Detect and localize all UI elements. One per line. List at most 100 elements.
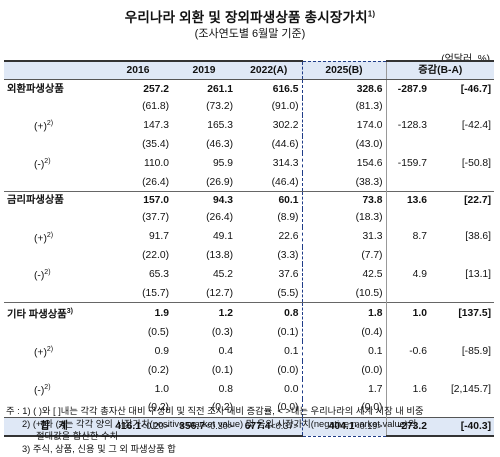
cell-col-1: (0.2)	[147, 402, 169, 414]
world-share: <0.20>	[140, 420, 169, 431]
world-share: <0.19>	[354, 421, 383, 432]
cell-col-3: 0.1	[284, 345, 299, 357]
cell-col-5: -0.6	[385, 341, 430, 362]
cell-col-2: (0.3)	[211, 326, 233, 338]
header-row: 2016 2019 2022(A) 2025(B) 증감(B-A)	[4, 60, 495, 81]
cell-col-3: (3.3)	[277, 250, 299, 262]
cell-col-1: (37.7)	[142, 212, 169, 224]
row-label	[4, 173, 104, 191]
cell-col-6	[430, 98, 494, 115]
cell-col-1: (35.4)	[142, 138, 169, 150]
table-row: (61.8) (73.2) (91.0) (81.3)	[4, 97, 494, 116]
cell-col-4: (0.0)	[301, 361, 387, 379]
cell-col-1: (0.2)	[147, 364, 169, 376]
cell-col-6: [137.5]	[430, 302, 495, 324]
cell-col-3: (0.0)	[277, 402, 299, 414]
row-label: 외환파생상품	[4, 79, 104, 98]
cell-col-5	[385, 361, 430, 379]
cell-col-4: (0.4)	[301, 323, 387, 342]
table-row: (22.0) (13.8) (3.3) (7.7)	[4, 247, 494, 265]
cell-col-6	[430, 136, 494, 153]
total-cell-col-3: 677.4<0.37>	[236, 416, 302, 438]
cell-col-4: (18.3)	[301, 209, 387, 227]
table-title: 우리나라 외환 및 장외파생상품 총시장가치1)	[124, 9, 376, 26]
cell-col-3: 37.6	[278, 269, 299, 281]
cell-col-1: 65.3	[148, 269, 169, 281]
cell-col-4: 174.0	[301, 115, 387, 136]
table-row: 기타 파생상품3) 1.9 1.2 0.8 1.8 1.0 [137.5]	[4, 302, 495, 324]
row-label: (-)2)	[34, 269, 51, 282]
table-row: (0.2) (0.2) (0.0) (0.0)	[4, 399, 494, 418]
cell-col-4: 154.6	[301, 152, 387, 174]
cell-col-1: (22.0)	[142, 250, 169, 262]
cell-col-2: 0.8	[218, 383, 233, 395]
table-row: (+)2) 91.7 49.1 22.6 31.3 8.7 [38.6]	[4, 226, 494, 247]
row-label	[4, 324, 104, 341]
total-cell-col-1: 416.1<0.20>	[104, 416, 172, 438]
row-label: (+)2)	[34, 346, 54, 359]
cell-col-2: 165.3	[207, 119, 233, 131]
cell-col-5: 13.6	[385, 190, 430, 210]
data-table: 2016 2019 2022(A) 2025(B) 증감(B-A) 외환파생상품…	[4, 60, 495, 438]
cell-col-1: (61.8)	[142, 100, 169, 112]
table-row: (35.4) (46.3) (44.6) (43.0)	[4, 135, 494, 153]
cell-col-3: 60.1	[236, 190, 302, 210]
table-row: (0.5) (0.3) (0.1) (0.4)	[4, 323, 494, 342]
cell-col-3: 22.6	[278, 231, 299, 243]
row-label	[4, 209, 104, 226]
cell-col-6	[430, 285, 494, 303]
cell-col-4: (7.7)	[301, 247, 387, 265]
cell-col-6	[430, 209, 494, 226]
cell-col-5	[385, 97, 430, 116]
cell-col-6: [22.7]	[430, 190, 495, 210]
cell-col-3: 616.5	[236, 79, 302, 98]
cell-col-3: (8.9)	[277, 212, 299, 224]
data-table-wrapper: 2016 2019 2022(A) 2025(B) 증감(B-A) 외환파생상품…	[0, 60, 500, 438]
cell-col-5: 1.6	[385, 378, 430, 400]
cell-col-6	[430, 324, 494, 341]
total-cell-col-6: [-40.3]	[430, 416, 495, 438]
footnote-2-cont: 절대값을 합산한 수치	[36, 431, 119, 441]
header-2022: 2022(A)	[236, 60, 302, 81]
cell-col-3: 302.2	[272, 119, 299, 131]
footnote-1: 주 : 1) ( )와 [ ]내는 각각 총자산 대비 구성비 및 직전 조사 …	[6, 406, 424, 416]
cell-col-2: 49.1	[212, 231, 233, 243]
cell-col-5	[385, 399, 430, 418]
total-cell-col-5: -273.2	[385, 416, 430, 438]
header-2019: 2019	[172, 60, 236, 81]
cell-col-4: (81.3)	[301, 97, 387, 116]
table-row: (-)2) 110.0 95.9 314.3 154.6 -159.7 [-50.8]	[4, 152, 494, 174]
row-label: 기타 파생상품3)	[4, 302, 104, 324]
world-share: <0.37>	[270, 420, 299, 431]
row-label: 금리파생상품	[4, 190, 104, 210]
cell-col-2: (0.1)	[211, 364, 233, 376]
cell-col-6: [-42.4]	[461, 119, 492, 131]
cell-col-3: 0.0	[284, 383, 299, 395]
world-share: <0.30>	[204, 420, 233, 431]
cell-col-2: (46.3)	[206, 138, 233, 150]
table-row: (26.4) (26.9) (46.4) (38.3)	[4, 173, 494, 192]
cell-col-2: (73.2)	[206, 100, 233, 112]
cell-col-5: 1.0	[385, 302, 430, 324]
cell-col-6: [-85.9]	[461, 345, 492, 357]
row-label: (+)2)	[34, 231, 54, 244]
cell-col-2: (26.4)	[206, 212, 233, 224]
table-row: (+)2) 147.3 165.3 302.2 174.0 -128.3 [-42.4]	[4, 115, 494, 136]
cell-col-5: -128.3	[385, 115, 430, 136]
cell-col-4: 0.1	[301, 341, 387, 362]
cell-col-1: 157.0	[104, 190, 172, 210]
table-row: (15.7) (12.7) (5.5) (10.5)	[4, 284, 494, 303]
total-row: 합 계 416.1<0.20> 356.7<0.30> 677.4<0.37> 404.…	[4, 416, 495, 438]
row-label: (-)2)	[34, 383, 51, 397]
cell-col-3: 0.8	[236, 302, 302, 324]
cell-col-5: 8.7	[385, 226, 430, 247]
cell-col-3: (0.0)	[277, 364, 299, 376]
table-row: (37.7) (26.4) (8.9) (18.3)	[4, 209, 494, 227]
cell-col-4: 31.3	[301, 226, 387, 247]
cell-col-4: 1.8	[301, 302, 387, 324]
cell-col-1: 1.0	[154, 383, 169, 395]
cell-col-2: 261.1	[172, 79, 236, 98]
cell-col-6	[430, 173, 494, 191]
cell-col-6	[430, 247, 494, 264]
row-label	[4, 361, 104, 378]
